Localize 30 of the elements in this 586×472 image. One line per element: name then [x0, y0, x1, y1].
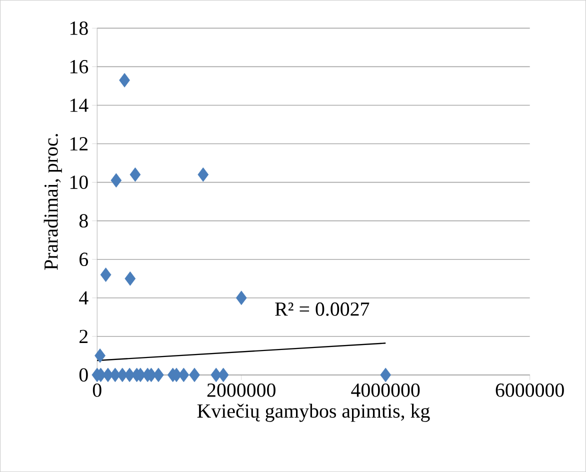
x-tick-label: 0 [92, 383, 102, 397]
point [130, 167, 141, 182]
x-tick-label: 4000000 [351, 383, 420, 397]
point [380, 368, 392, 382]
y-tick-label: 10 [70, 176, 88, 189]
point [236, 290, 247, 306]
annotation: R² = 0.0027 [275, 302, 370, 316]
y-tick-label: 8 [79, 214, 88, 228]
x-tick-label: 2000000 [207, 383, 276, 397]
y-tick-label: 0 [79, 368, 88, 382]
y-tick-label: 14 [70, 98, 88, 112]
point [178, 368, 190, 382]
point [124, 271, 136, 286]
point [218, 368, 229, 382]
y-tick-label: 18 [70, 21, 88, 35]
point [152, 368, 164, 382]
y-tick-label: 12 [70, 137, 88, 150]
x-axis-title: Kviečių gamybos apimtis, kg [197, 404, 430, 422]
y-axis-title: Praradimai, proc. [44, 134, 62, 270]
y-tick-label: 16 [70, 60, 88, 74]
y-tick-label: 6 [80, 252, 88, 266]
point [100, 268, 112, 282]
point [198, 167, 209, 182]
point [110, 173, 122, 188]
point [94, 348, 106, 363]
y-tick-label: 2 [80, 330, 88, 343]
x-tick-label: 6000000 [496, 383, 564, 397]
point [119, 72, 130, 88]
point [189, 368, 200, 382]
y-tick-label: 4 [79, 291, 88, 304]
